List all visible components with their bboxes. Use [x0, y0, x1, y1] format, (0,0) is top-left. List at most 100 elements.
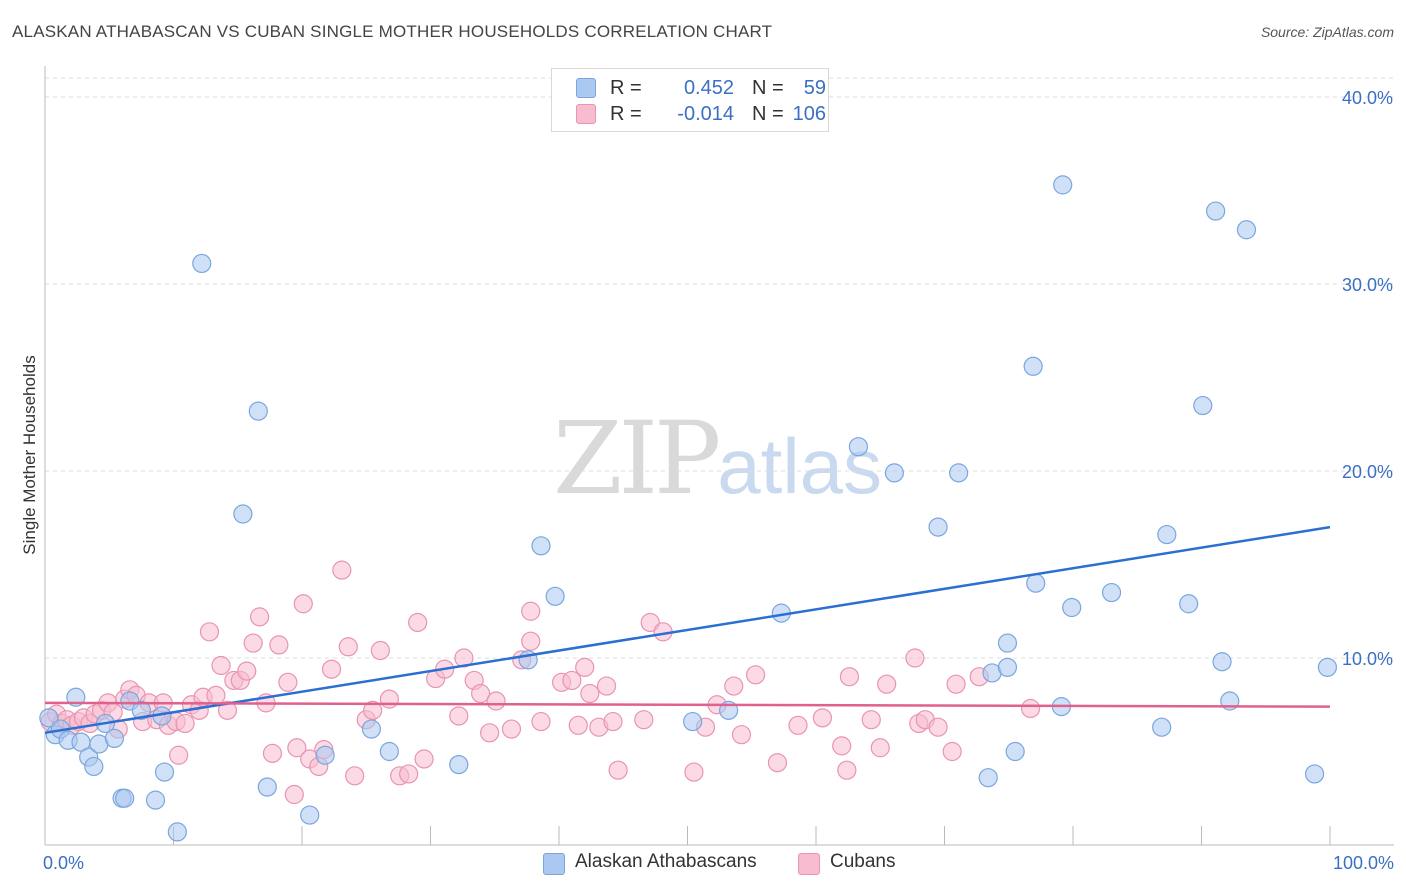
- cuban-point: [568, 715, 588, 735]
- cuban-point: [379, 689, 399, 709]
- cuban-point: [471, 683, 491, 704]
- alaskan-point: [449, 754, 469, 775]
- alaskan-point: [1236, 220, 1257, 240]
- cuban-point: [287, 738, 307, 758]
- legend-swatch-alaskan: [543, 853, 565, 875]
- alaskan-point: [379, 741, 399, 762]
- legend-label: Cubans: [830, 851, 896, 872]
- cuban-point: [408, 612, 428, 633]
- cuban-point: [249, 607, 270, 627]
- cuban-point: [877, 674, 897, 694]
- watermark-atlas: atlas: [717, 422, 883, 510]
- alaskan-point: [848, 437, 869, 457]
- cuban-point: [928, 717, 948, 737]
- alaskan-point: [928, 517, 948, 537]
- alaskan-point: [1179, 594, 1199, 614]
- cuban-point: [501, 719, 522, 739]
- alaskan-point: [315, 745, 335, 765]
- r-label: R =: [610, 77, 642, 99]
- cuban-point: [338, 637, 358, 657]
- alaskan-point: [1304, 764, 1325, 784]
- cuban-point: [861, 710, 881, 730]
- n-label: N =: [752, 77, 784, 99]
- cuban-point: [562, 670, 582, 691]
- alaskan-point: [167, 822, 187, 842]
- y-tick-labels: 10.0% 20.0% 30.0% 40.0%: [1342, 88, 1393, 669]
- alaskan-point: [248, 401, 268, 421]
- cuban-point: [206, 685, 226, 706]
- alaskan-point: [545, 586, 565, 606]
- cuban-point: [345, 766, 365, 786]
- r-value: -0.014: [677, 103, 734, 125]
- cuban-point: [767, 753, 788, 773]
- alaskan-point: [1053, 175, 1073, 195]
- alaskan-point: [1317, 657, 1338, 677]
- alaskan-point: [131, 700, 151, 720]
- cuban-point: [399, 764, 419, 784]
- cuban-point: [788, 715, 808, 735]
- y-tick-label: 30.0%: [1342, 275, 1393, 295]
- watermark: ZIPatlas: [553, 400, 882, 517]
- stats-legend: R = 0.452 N = 59 R = -0.014 N = 106: [551, 68, 829, 132]
- cuban-point: [370, 640, 390, 661]
- alaskan-point: [145, 790, 166, 810]
- r-value: 0.452: [683, 77, 734, 99]
- alaskan-point: [1157, 524, 1177, 545]
- cuban-point: [211, 655, 231, 676]
- alaskan-point: [104, 728, 124, 749]
- alaskan-point: [531, 536, 551, 556]
- n-value: 106: [792, 103, 826, 125]
- cuban-point: [531, 711, 551, 732]
- watermark-zip: ZIP: [553, 400, 721, 517]
- cuban-point: [608, 760, 628, 780]
- cuban-point: [870, 738, 890, 758]
- cuban-point: [596, 676, 617, 696]
- cuban-point: [942, 741, 962, 762]
- cuban-point: [684, 762, 704, 782]
- cuban-point: [521, 601, 541, 621]
- alaskan-point: [233, 504, 253, 524]
- cuban-point: [269, 635, 289, 655]
- cuban-point: [449, 706, 469, 726]
- cuban-point: [480, 723, 500, 743]
- alaskan-point: [1062, 597, 1082, 618]
- cuban-point: [278, 672, 298, 692]
- grid-lines: [45, 77, 1394, 659]
- cuban-point: [724, 676, 744, 696]
- y-tick-label: 40.0%: [1342, 88, 1393, 108]
- cuban-point: [199, 622, 220, 642]
- alaskan-point: [978, 768, 998, 788]
- cuban-point: [731, 725, 752, 745]
- n-label: N =: [752, 103, 784, 125]
- x-tick-label-min: 0.0%: [43, 853, 85, 873]
- alaskan-point: [997, 633, 1018, 653]
- cuban-point: [414, 749, 434, 769]
- cuban-point: [640, 612, 660, 633]
- alaskan-point: [1193, 395, 1213, 416]
- cuban-point: [946, 674, 966, 694]
- x-tick-label-max: 100.0%: [1332, 853, 1394, 873]
- trend-line-alaskan: [44, 525, 1331, 735]
- cuban-point: [284, 784, 304, 805]
- y-tick-label: 10.0%: [1342, 649, 1393, 669]
- y-axis-label: Single Mother Households: [20, 355, 39, 555]
- alaskan-point: [884, 463, 904, 483]
- cuban-point: [169, 745, 189, 765]
- cuban-point: [262, 743, 283, 763]
- cuban-point: [832, 736, 852, 756]
- cuban-point: [580, 683, 600, 704]
- cuban-point: [905, 648, 925, 668]
- legend-label: Alaskan Athabascans: [575, 851, 757, 872]
- alaskan-point: [1026, 573, 1046, 593]
- alaskan-point: [683, 711, 703, 732]
- cuban-point: [332, 560, 352, 580]
- legend-swatch-cubans: [576, 104, 596, 124]
- alaskan-point: [115, 788, 135, 808]
- legend-swatch-alaskan: [576, 78, 596, 98]
- alaskan-point: [1212, 652, 1232, 672]
- series-legend: Alaskan Athabascans Cubans: [0, 851, 1406, 877]
- n-value: 59: [803, 77, 826, 99]
- alaskan-point: [1023, 356, 1043, 376]
- cuban-point: [175, 713, 195, 734]
